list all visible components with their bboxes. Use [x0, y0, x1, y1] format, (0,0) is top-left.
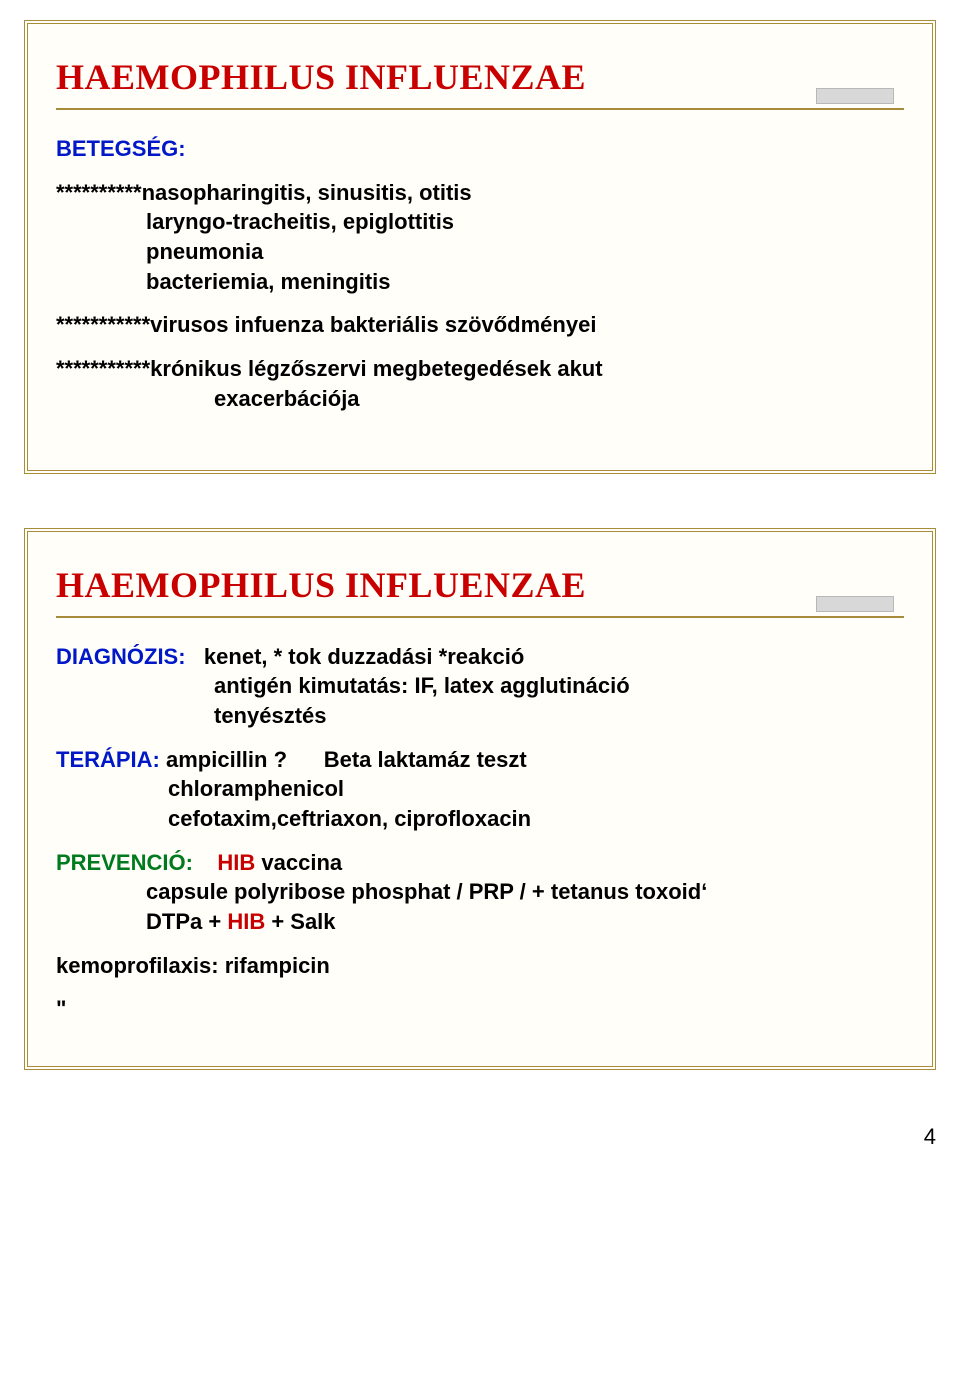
text-line: ampicillin ?: [160, 747, 287, 772]
slide2-title: HAEMOPHILUS INFLUENZAE: [56, 564, 586, 606]
slide2-body: DIAGNÓZIS: kenet, * tok duzzadási *reakc…: [56, 642, 904, 1025]
text-line: [293, 747, 324, 772]
text-line: ***********krónikus légzőszervi megbeteg…: [56, 354, 904, 384]
diagnozis-label: DIAGNÓZIS:: [56, 644, 186, 669]
text-line: kenet, * tok duzzadási *reakció: [204, 644, 524, 669]
slide1-title: HAEMOPHILUS INFLUENZAE: [56, 56, 586, 98]
hib-label: HIB: [227, 909, 265, 934]
trailing-quote: ": [56, 994, 904, 1024]
text-line: [192, 644, 204, 669]
section-betegseg-label: BETEGSÉG:: [56, 134, 904, 164]
prev-line-1: PREVENCIÓ: HIB vaccina: [56, 848, 904, 878]
block-terapia: TERÁPIA: ampicillin ? Beta laktamáz tesz…: [56, 745, 904, 834]
block-nasopharingitis: **********nasopharingitis, sinusitis, ot…: [56, 178, 904, 297]
block-prevencio: PREVENCIÓ: HIB vaccina capsule polyribos…: [56, 848, 904, 937]
kemoprofilaxis: kemoprofilaxis: rifampicin: [56, 951, 904, 981]
accent-box-icon: [816, 88, 894, 104]
terapia-label: TERÁPIA:: [56, 747, 160, 772]
text-line: exacerbációja: [214, 384, 904, 414]
text-line: DTPa +: [146, 909, 227, 934]
slide2-title-row: HAEMOPHILUS INFLUENZAE: [56, 564, 904, 614]
text-line: chloramphenicol: [168, 774, 904, 804]
text-line: pneumonia: [146, 237, 904, 267]
slide1-title-row: HAEMOPHILUS INFLUENZAE: [56, 56, 904, 106]
accent-box-icon: [816, 596, 894, 612]
slide-2: HAEMOPHILUS INFLUENZAE DIAGNÓZIS: kenet,…: [24, 528, 936, 1071]
text-line: Beta laktamáz teszt: [324, 747, 527, 772]
hib-label: HIB: [217, 850, 255, 875]
text-line: [199, 850, 217, 875]
page-number: 4: [924, 1124, 936, 1150]
text-line: vaccina: [255, 850, 342, 875]
ther-line-1: TERÁPIA: ampicillin ? Beta laktamáz tesz…: [56, 745, 904, 775]
text-line: capsule polyribose phosphat / PRP / + te…: [146, 877, 904, 907]
slide-1: HAEMOPHILUS INFLUENZAE BETEGSÉG: *******…: [24, 20, 936, 474]
diag-line-1: DIAGNÓZIS: kenet, * tok duzzadási *reakc…: [56, 642, 904, 672]
text-line: **********nasopharingitis, sinusitis, ot…: [56, 178, 904, 208]
block-diagnozis: DIAGNÓZIS: kenet, * tok duzzadási *reakc…: [56, 642, 904, 731]
block-virusos: ***********virusos infuenza bakteriális …: [56, 310, 904, 340]
text-line: cefotaxim,ceftriaxon, ciprofloxacin: [168, 804, 904, 834]
block-kronikus: ***********krónikus légzőszervi megbeteg…: [56, 354, 904, 413]
title-rule: [56, 108, 904, 110]
text-line: laryngo-tracheitis, epiglottitis: [146, 207, 904, 237]
text-line: + Salk: [265, 909, 335, 934]
page-footer: 4: [24, 1124, 936, 1154]
text-line: tenyésztés: [214, 701, 904, 731]
text-line: bacteriemia, meningitis: [146, 267, 904, 297]
slide1-body: BETEGSÉG: **********nasopharingitis, sin…: [56, 134, 904, 414]
title-rule: [56, 616, 904, 618]
prevencio-label: PREVENCIÓ:: [56, 850, 193, 875]
text-line: antigén kimutatás: IF, latex agglutináci…: [214, 671, 904, 701]
prev-line-3: DTPa + HIB + Salk: [146, 907, 904, 937]
